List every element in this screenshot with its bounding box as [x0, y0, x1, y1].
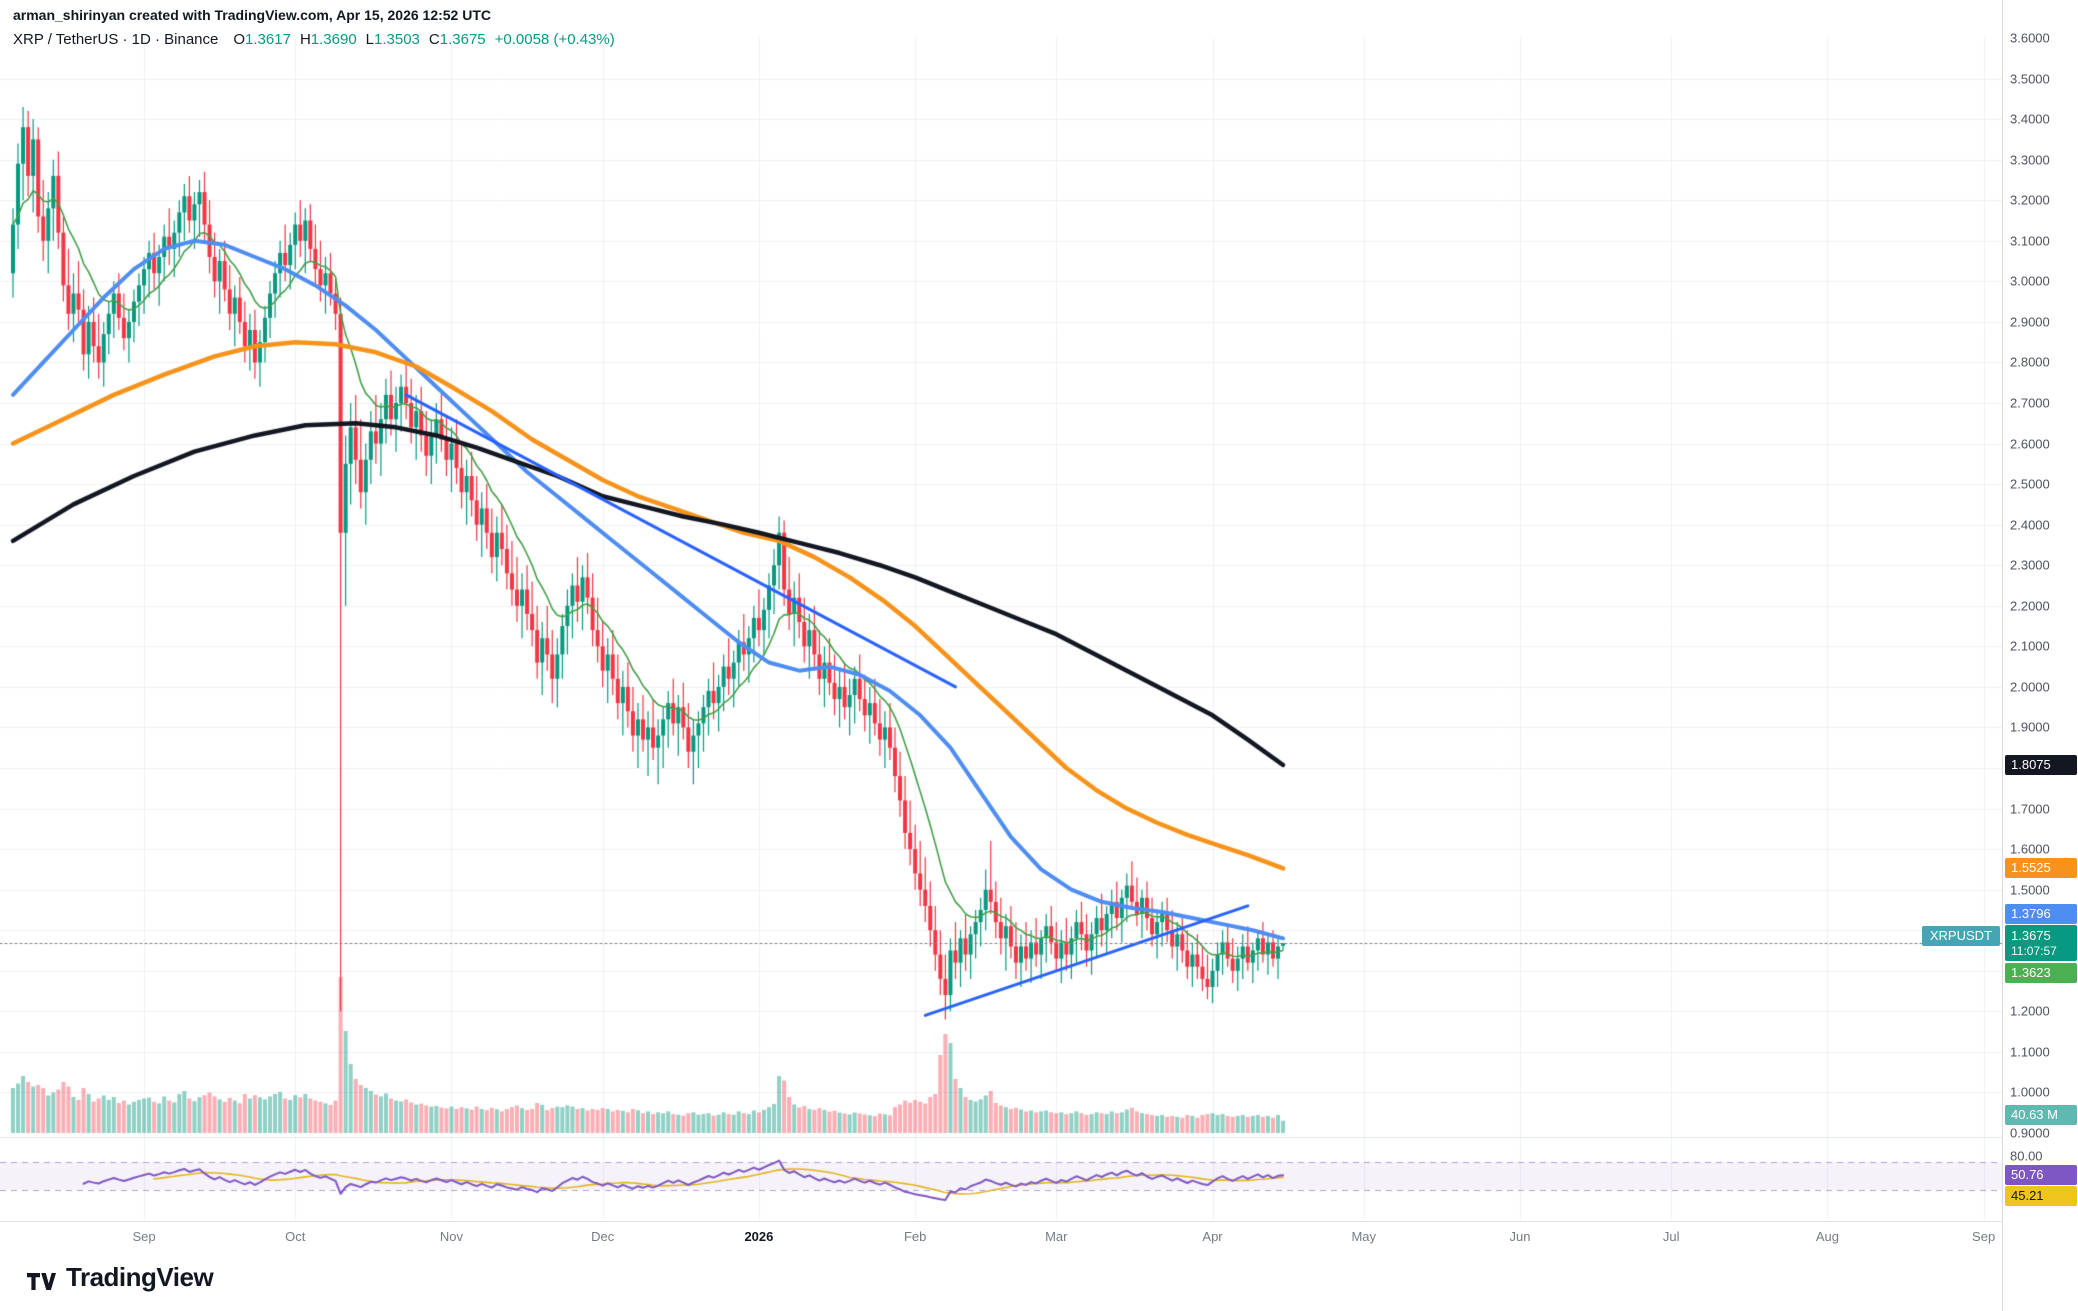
time-tick-label: Jun [1509, 1229, 1531, 1244]
symbol-tag: XRPUSDT [1921, 926, 2000, 947]
price-tick-label: 1.9000 [2010, 719, 2050, 735]
ma100-price-tag: 1.5525 [2005, 858, 2077, 879]
ohlc-value: 1.3675 [439, 31, 486, 48]
price-tick-label: 2.7000 [2010, 395, 2050, 411]
tradingview-logo[interactable]: TradingView [26, 1262, 214, 1293]
price-tick-label: 3.5000 [2010, 71, 2050, 87]
time-tick-label: Oct [285, 1229, 306, 1244]
chart-legend: XRP / TetherUS · 1D · Binance O1.3617 H1.3… [13, 31, 615, 48]
price-tick-label: 1.1000 [2010, 1044, 2050, 1060]
price-tick-label: 2.8000 [2010, 354, 2050, 370]
price-axis[interactable]: 1.8075 1.5525 1.3796 1.3675 11:07:57 1.3… [2002, 0, 2078, 1311]
ohlc-label: L [365, 31, 375, 48]
price-tick-label: 2.0000 [2010, 679, 2050, 695]
price-tick-label: 1.0000 [2010, 1084, 2050, 1100]
price-tick-label: 0.9000 [2010, 1125, 2050, 1141]
price-tick-label: 1.5000 [2010, 882, 2050, 898]
time-tick-label: Aug [1815, 1229, 1839, 1244]
time-tick-label: Apr [1202, 1229, 1223, 1244]
time-tick-label: Mar [1045, 1229, 1068, 1244]
price-tick-label: 3.4000 [2010, 111, 2050, 127]
price-tick-label: 2.4000 [2010, 517, 2050, 533]
price-tick-label: 3.1000 [2010, 233, 2050, 249]
price-tick-label: 3.0000 [2010, 273, 2050, 289]
time-tick-label: Sep [1972, 1229, 1996, 1244]
last-price-tag: 1.3675 11:07:57 [2005, 925, 2077, 962]
rsi-scale-label: 80.00 [2010, 1148, 2043, 1164]
price-tick-label: 2.2000 [2010, 598, 2050, 614]
ma50-price-tag: 1.3796 [2005, 904, 2077, 925]
bar-countdown: 11:07:57 [2011, 944, 2057, 959]
ohlc-label: O [233, 31, 246, 48]
time-tick-label: May [1351, 1229, 1376, 1244]
last-price-value: 1.3675 [2011, 928, 2051, 944]
time-tick-label: Jul [1662, 1229, 1680, 1244]
price-tick-label: 3.2000 [2010, 192, 2050, 208]
price-tick-label: 1.6000 [2010, 841, 2050, 857]
tradingview-logo-text: TradingView [66, 1262, 214, 1292]
price-tick-label: 3.3000 [2010, 152, 2050, 168]
ohlc-high: H1.3690 [300, 31, 357, 48]
ema-price-tag: 1.3623 [2005, 962, 2077, 983]
ohlc-open: O1.3617 [233, 31, 291, 48]
tradingview-logo-icon [27, 1273, 56, 1290]
price-tick-label: 3.6000 [2010, 30, 2050, 46]
ohlc-low: L1.3503 [366, 31, 420, 48]
price-tick-label: 2.1000 [2010, 638, 2050, 654]
price-tick-label: 2.3000 [2010, 557, 2050, 573]
ohlc-value: 1.3617 [245, 31, 291, 48]
time-tick-label: Dec [591, 1229, 615, 1244]
ohlc-close: C1.3675 [429, 31, 486, 48]
price-tick-label: 1.2000 [2010, 1003, 2050, 1019]
ohlc-value: 1.3690 [310, 31, 357, 48]
ma200-price-tag: 1.8075 [2005, 754, 2077, 775]
time-axis[interactable]: Sep Oct Nov Dec 2026 Feb Mar Apr May Jun Jul Aug Sep [0, 1221, 2002, 1254]
price-tick-label: 2.5000 [2010, 476, 2050, 492]
ohlc-label: H [299, 31, 311, 48]
price-tick-label: 2.6000 [2010, 436, 2050, 452]
time-tick-label: Sep [132, 1229, 156, 1244]
rsi-ma-value-tag: 45.21 [2005, 1186, 2077, 1207]
time-tick-label: Feb [903, 1229, 927, 1244]
ohlc-label: C [428, 31, 440, 48]
volume-tag: 40.63 M [2005, 1105, 2077, 1125]
attribution-text: arman_shirinyan created with TradingView… [13, 7, 491, 23]
time-tick-label: 2026 [744, 1229, 774, 1244]
price-tick-label: 2.9000 [2010, 314, 2050, 330]
rsi-value-tag: 50.76 [2005, 1165, 2077, 1186]
change-value: +0.0058 (+0.43%) [494, 31, 615, 48]
time-tick-label: Nov [439, 1229, 464, 1244]
symbol-title[interactable]: XRP / TetherUS · 1D · Binance [13, 31, 219, 48]
ohlc-value: 1.3503 [374, 31, 420, 48]
price-tick-label: 1.7000 [2010, 801, 2050, 817]
